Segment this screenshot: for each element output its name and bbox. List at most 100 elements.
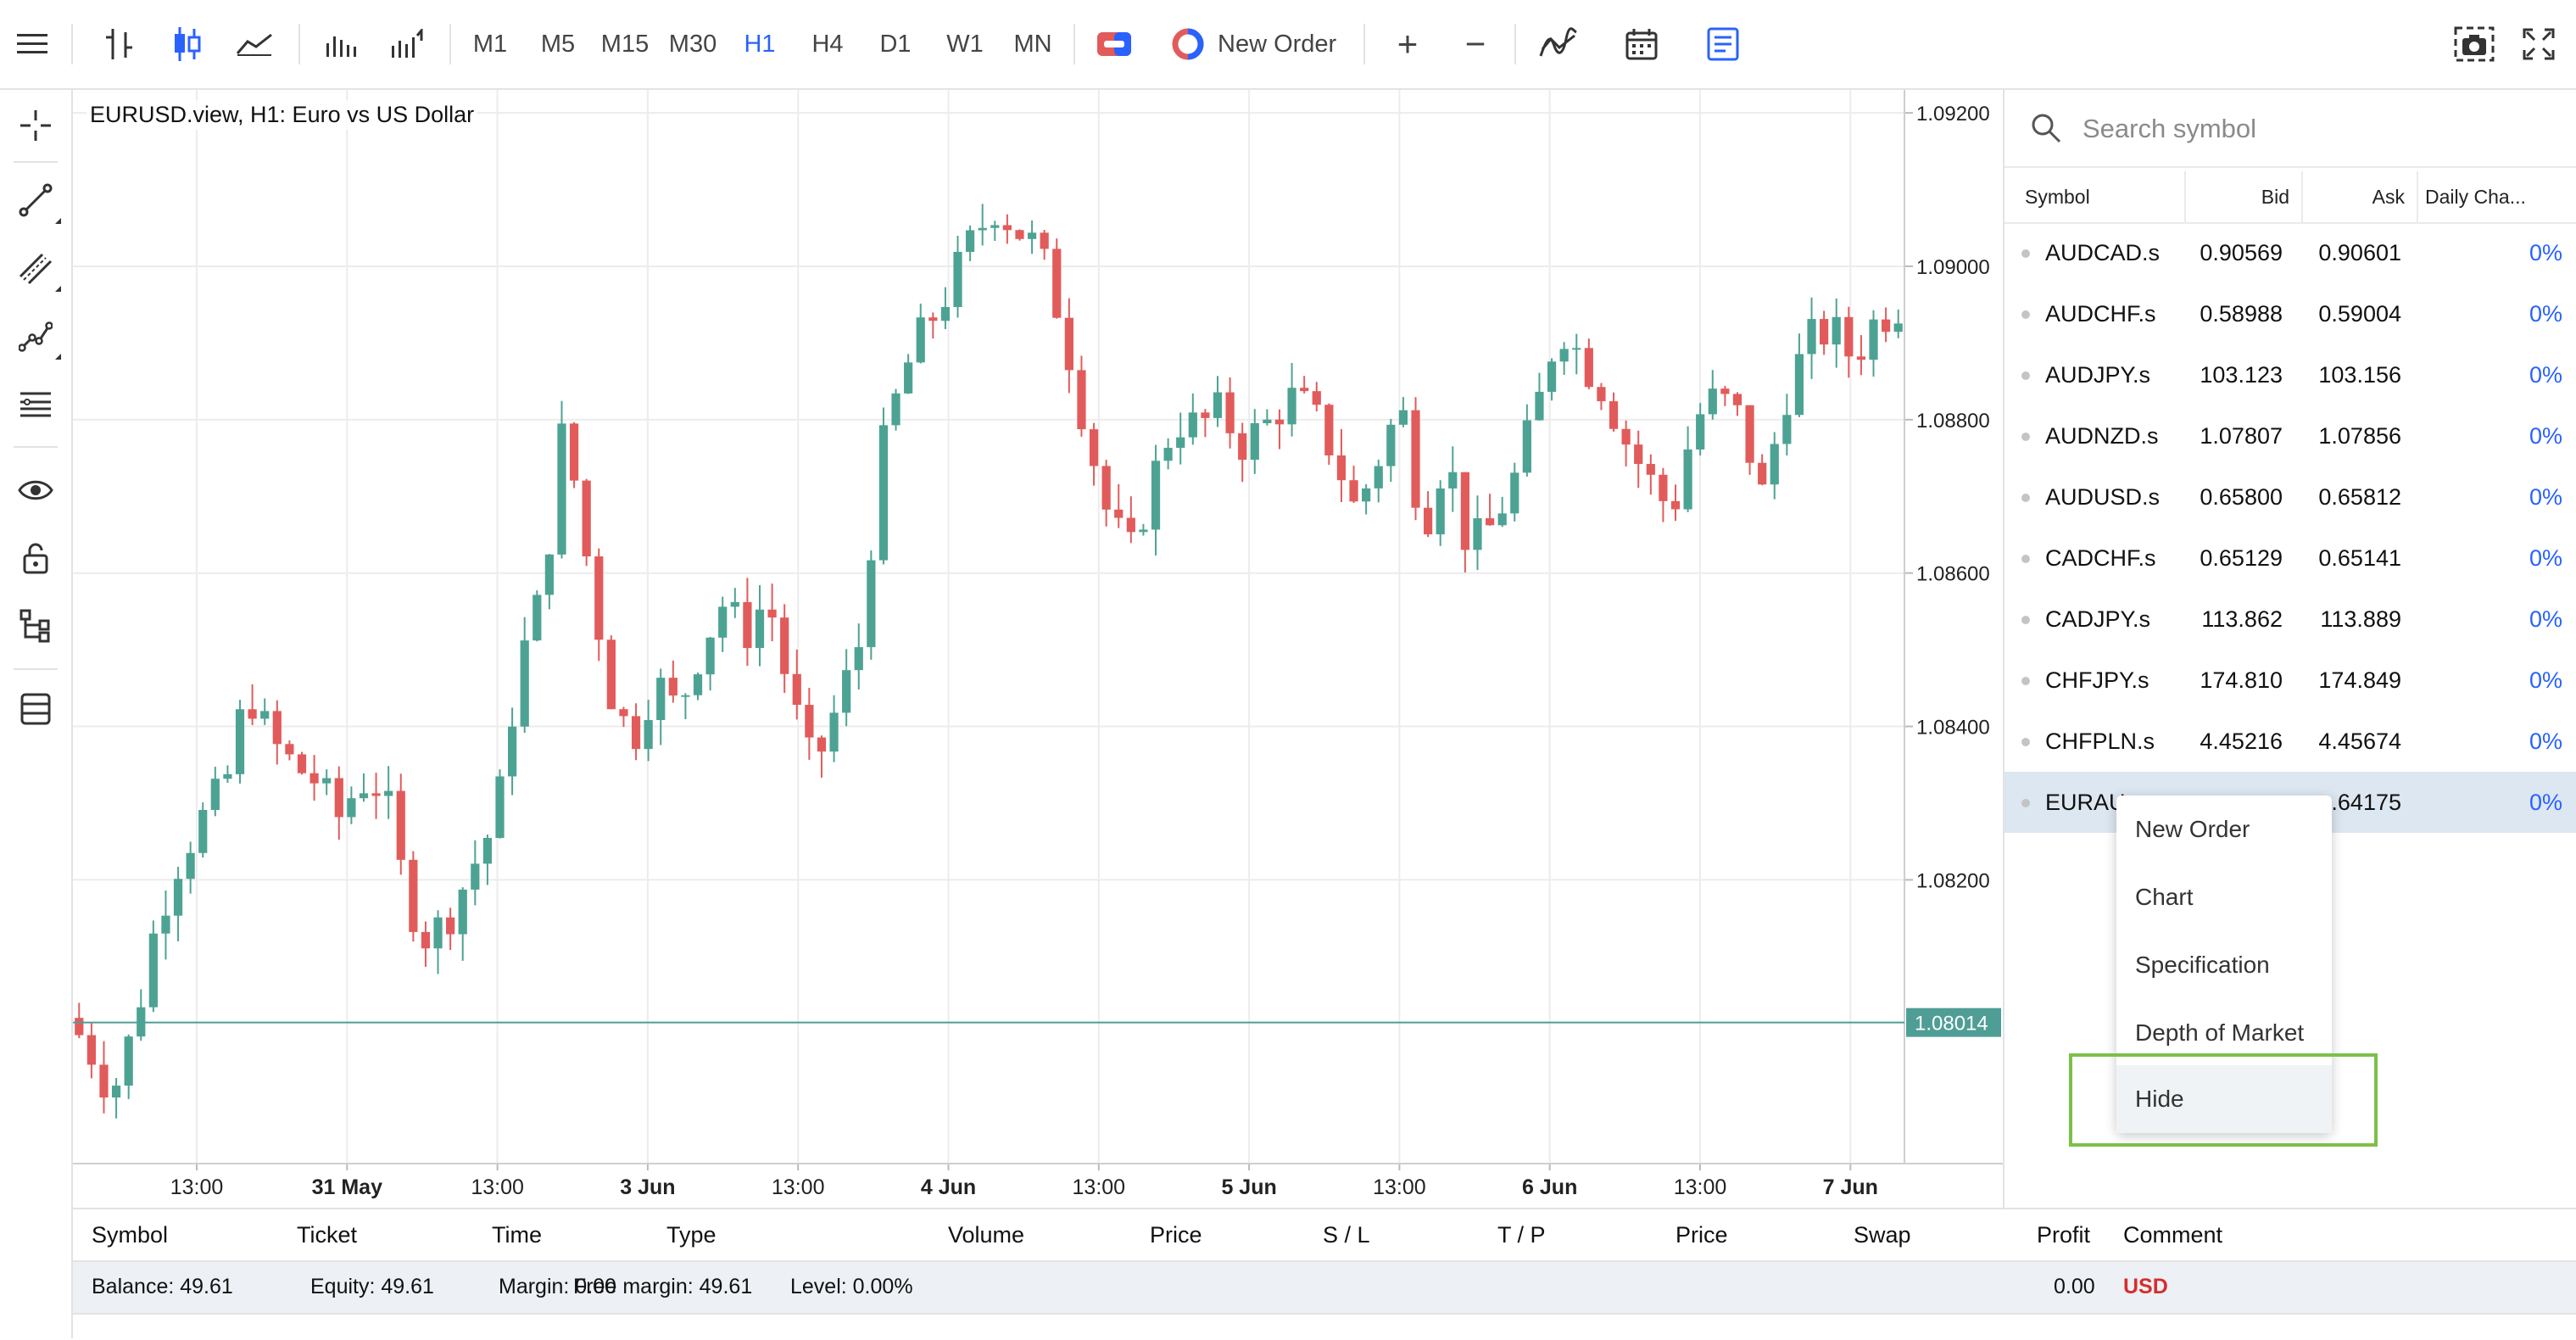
fullscreen-icon[interactable] [2515, 12, 2562, 76]
channel-icon[interactable] [10, 243, 61, 293]
timeframe-m5[interactable]: M5 [540, 30, 576, 58]
symbol-row[interactable]: AUDCHF.s 0.58988 0.59004 0% [2004, 283, 2576, 344]
candle [210, 779, 220, 811]
menu-item-specification[interactable]: Specification [2135, 952, 2270, 978]
candle [1263, 419, 1272, 424]
candle [1497, 513, 1507, 526]
symbol-row[interactable]: AUDUSD.s 0.65800 0.65812 0% [2004, 466, 2576, 528]
price-chart[interactable]: 1.09200 1.09000 1.08800 1.08600 1.08400 1.082… [73, 90, 2003, 1208]
trade-col-volume[interactable]: Volume [948, 1222, 1025, 1248]
menu-item-new-order[interactable]: New Order [2135, 816, 2250, 842]
column-header-daily-change[interactable]: Daily Cha... [2425, 186, 2526, 208]
candle [75, 1018, 84, 1036]
fibonacci-icon[interactable] [10, 378, 61, 429]
timeframe-w1[interactable]: W1 [946, 30, 984, 58]
zoom-out-button[interactable]: − [1464, 24, 1486, 64]
indicator-line-icon[interactable] [1535, 12, 1582, 76]
volumes-icon[interactable] [317, 12, 365, 76]
bar-chart-type-icon[interactable] [95, 12, 142, 76]
object-tree-icon[interactable] [10, 600, 61, 651]
menu-item-hide[interactable]: Hide [2116, 1065, 2332, 1133]
symbol-name: AUDNZD.s [2045, 423, 2159, 449]
timeframe-m30[interactable]: M30 [668, 30, 717, 58]
candle [904, 362, 913, 394]
column-divider[interactable] [2301, 171, 2303, 222]
symbol-search [2004, 90, 2576, 168]
candle [99, 1064, 109, 1098]
candlestick-chart[interactable]: 1.09200 1.09000 1.08800 1.08600 1.08400 1.082… [73, 90, 2003, 1208]
menu-item-chart[interactable]: Chart [2135, 884, 2194, 910]
drawing-toolbar [0, 90, 73, 1338]
account-currency: USD [2123, 1275, 2168, 1298]
zoom-in-button[interactable]: + [1397, 24, 1419, 64]
indicators-icon[interactable] [383, 12, 431, 76]
candle [817, 737, 827, 752]
market-watch-toggle-icon[interactable] [1699, 12, 1747, 76]
trade-col-current-price[interactable]: Price [1676, 1222, 1728, 1248]
polyline-icon[interactable] [10, 310, 61, 361]
calendar-icon[interactable] [1618, 12, 1665, 76]
symbol-row[interactable]: AUDCAD.s 0.90569 0.90601 0% [2004, 222, 2576, 283]
trade-col-sl[interactable]: S / L [1323, 1222, 1370, 1248]
screenshot-icon[interactable] [2449, 12, 2500, 76]
column-divider[interactable] [2184, 171, 2186, 222]
search-input[interactable] [2081, 105, 2559, 153]
new-order-icon[interactable] [1168, 12, 1207, 76]
candle [1027, 232, 1037, 239]
time-axis-label: 13:00 [1373, 1175, 1426, 1199]
timeframe-mn[interactable]: MN [1013, 30, 1052, 58]
symbol-row[interactable]: AUDJPY.s 103.123 103.156 0% [2004, 344, 2576, 405]
time-axis-label: 13:00 [772, 1175, 825, 1199]
column-header-symbol[interactable]: Symbol [2025, 186, 2090, 208]
timeframe-h4[interactable]: H4 [811, 30, 844, 58]
balance-value: Balance: 49.61 [92, 1275, 233, 1298]
symbol-name: AUDJPY.s [2045, 362, 2151, 388]
trade-col-symbol[interactable]: Symbol [92, 1222, 169, 1248]
one-click-trading-icon[interactable] [1090, 12, 1138, 76]
candle [1126, 517, 1135, 533]
toolbar-divider [14, 161, 58, 163]
new-order-button[interactable]: New Order [1218, 30, 1337, 58]
candle [867, 560, 876, 648]
eye-icon[interactable] [10, 465, 61, 516]
candle [1634, 444, 1643, 465]
candle [1386, 424, 1396, 466]
menu-item-depth-of-market[interactable]: Depth of Market [2135, 1019, 2305, 1046]
trade-col-tp[interactable]: T / P [1497, 1222, 1546, 1248]
timeframe-m1[interactable]: M1 [472, 30, 508, 58]
candlestick-chart-type-icon[interactable] [163, 12, 210, 76]
time-axis-label: 31 May [312, 1175, 382, 1199]
candle [1547, 361, 1557, 393]
column-header-ask[interactable]: Ask [2372, 186, 2405, 208]
symbol-row[interactable]: CADJPY.s 113.862 113.889 0% [2004, 589, 2576, 650]
timeframe-h1[interactable]: H1 [744, 30, 776, 58]
symbol-row[interactable]: CHFJPY.s 174.810 174.849 0% [2004, 650, 2576, 711]
trade-col-type[interactable]: Type [666, 1222, 716, 1248]
trade-col-ticket[interactable]: Ticket [297, 1222, 358, 1248]
column-divider[interactable] [2417, 171, 2418, 222]
symbol-row[interactable]: CADCHF.s 0.65129 0.65141 0% [2004, 528, 2576, 589]
trend-line-icon[interactable] [10, 175, 61, 226]
symbol-row[interactable]: AUDNZD.s 1.07807 1.07856 0% [2004, 405, 2576, 466]
menu-icon[interactable] [8, 12, 56, 76]
candle [1362, 488, 1371, 502]
trade-col-comment[interactable]: Comment [2123, 1222, 2223, 1248]
layers-icon[interactable] [10, 684, 61, 734]
trade-col-price[interactable]: Price [1150, 1222, 1202, 1248]
candle [248, 709, 257, 719]
trade-col-profit[interactable]: Profit [2037, 1222, 2091, 1248]
candle [1572, 348, 1581, 350]
lock-icon[interactable] [10, 533, 61, 583]
line-chart-type-icon[interactable] [231, 12, 278, 76]
column-header-bid[interactable]: Bid [2261, 186, 2289, 208]
timeframe-m15[interactable]: M15 [600, 30, 650, 58]
candle [322, 778, 332, 784]
trade-col-swap[interactable]: Swap [1854, 1222, 1911, 1248]
toolbar-divider [1073, 24, 1075, 64]
timeframe-d1[interactable]: D1 [879, 30, 912, 58]
candle [767, 609, 777, 618]
crosshair-icon[interactable] [10, 100, 61, 151]
symbol-row[interactable]: CHFPLN.s 4.45216 4.45674 0% [2004, 711, 2576, 772]
candle [730, 601, 739, 607]
trade-col-time[interactable]: Time [492, 1222, 542, 1248]
